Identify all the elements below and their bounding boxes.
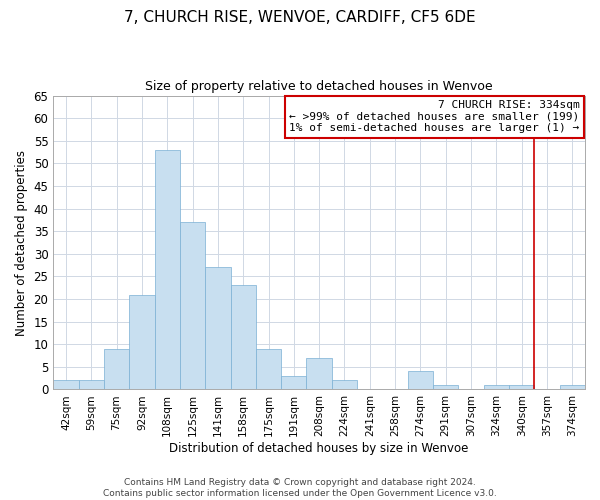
Text: Contains HM Land Registry data © Crown copyright and database right 2024.
Contai: Contains HM Land Registry data © Crown c… — [103, 478, 497, 498]
Bar — [332, 380, 357, 390]
Bar — [433, 385, 458, 390]
Text: 7, CHURCH RISE, WENVOE, CARDIFF, CF5 6DE: 7, CHURCH RISE, WENVOE, CARDIFF, CF5 6DE — [124, 10, 476, 25]
Bar — [307, 358, 332, 390]
Bar — [509, 385, 535, 390]
Bar — [408, 372, 433, 390]
Bar — [560, 385, 585, 390]
Bar — [180, 222, 205, 390]
Text: 7 CHURCH RISE: 334sqm
← >99% of detached houses are smaller (199)
1% of semi-det: 7 CHURCH RISE: 334sqm ← >99% of detached… — [289, 100, 580, 133]
Bar — [129, 294, 155, 390]
Bar — [484, 385, 509, 390]
X-axis label: Distribution of detached houses by size in Wenvoe: Distribution of detached houses by size … — [169, 442, 469, 455]
Y-axis label: Number of detached properties: Number of detached properties — [15, 150, 28, 336]
Bar — [104, 349, 129, 390]
Bar — [230, 286, 256, 390]
Title: Size of property relative to detached houses in Wenvoe: Size of property relative to detached ho… — [145, 80, 493, 93]
Bar — [53, 380, 79, 390]
Bar — [256, 349, 281, 390]
Bar — [281, 376, 307, 390]
Bar — [205, 268, 230, 390]
Bar — [155, 150, 180, 390]
Bar — [79, 380, 104, 390]
